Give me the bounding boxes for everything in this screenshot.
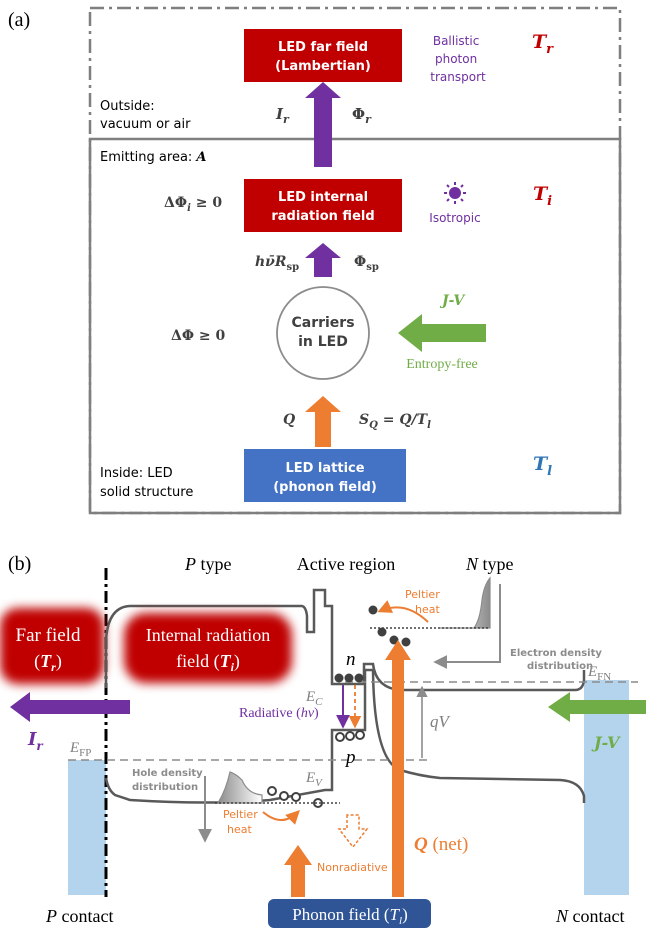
s-q-label: SQ = Q/Tl [359,412,431,431]
phonon-field-label: Phonon field (Tl) [292,905,407,927]
p-type-label: P type [184,554,232,574]
qv-label: qV [430,712,452,731]
jv-arrow-b [548,692,646,722]
i-r-label: Ir [275,105,290,126]
hole-density-label: Hole density distribution [132,768,206,793]
n-carrier-label: n [346,649,356,670]
radiative-label: Radiative (hν) [239,706,319,721]
far-field-line1: Far field [16,625,81,646]
efp-label: EFP [69,740,91,759]
p-contact-bar [68,760,106,895]
far-field-line2: (Tr) [34,651,62,674]
peltier-bottom-label: Peltier heat [223,808,261,836]
lattice-box-line1: LED lattice [285,461,364,476]
electron-density-shape [440,576,491,629]
isotropic-label: Isotropic [429,211,480,225]
p-carrier-label: p [344,747,356,768]
phonon-field-box [268,899,431,928]
spontaneous-flux-arrow [305,243,341,277]
i-r-arrow [10,692,130,722]
phi-sp-label: Φsp [354,254,379,273]
t-i-label: Ti [533,183,552,209]
efn-label: EFN [587,664,611,683]
i-r-label-b: Ir [27,729,44,753]
n-type-label: N type [465,554,514,574]
nonradiative-hollow-arrow [337,814,369,849]
panel-b-label: (b) [8,553,31,575]
outside-note: Outside: vacuum or air [100,99,191,132]
jv-label-b: J-V [591,733,621,752]
entropy-free-label: Entropy-free [406,357,478,372]
delta-phi-label: ΔΦ ≥ 0 [171,328,226,344]
internal-radiation-box [244,179,402,232]
carriers-line2: in LED [298,334,348,350]
far-field-blob [0,608,104,684]
internal-box-line2: radiation field [271,209,374,224]
conduction-band [104,588,586,692]
p-contact-label: P contact [45,906,113,926]
q-net-arrow [385,640,411,897]
heat-input-arrow [305,396,341,447]
n-contact-label: N contact [555,906,625,926]
electron-density-label: Electron density distribution [510,648,605,672]
ev-label: EV [305,770,323,789]
lattice-box-line2: (phonon field) [273,480,377,495]
emitting-area-label: Emitting area: A [100,150,207,165]
far-field-box-line1: LED far field [278,40,368,55]
ballistic-note: Ballistic photon transport [430,34,486,84]
t-l-label: Tl [533,453,552,479]
far-field-flux-arrow [305,82,341,167]
t-r-label: Tr [532,31,554,57]
isotropic-sun-icon [444,182,466,204]
emitting-area-frame [88,137,622,515]
phi-r-label: Φr [352,105,372,126]
n-contact-bar [584,680,629,895]
hole-dots [267,730,365,808]
far-field-box [244,29,402,82]
internal-field-line2: field (Ti) [176,651,240,674]
internal-field-line1: Internal radiation [146,625,270,645]
carriers-circle [276,286,370,380]
q-label-a: Q [283,412,295,428]
peltier-top-arrow [377,600,429,623]
electron-density-arrow [433,584,501,669]
inside-note: Inside: LED solid structure [100,466,193,500]
lattice-box [244,449,406,502]
delta-phi-i-label: ΔΦi ≥ 0 [164,195,222,214]
jv-label-a: J-V [439,293,466,309]
peltier-bottom-arrow [262,810,300,825]
h-r-sp-label: hν̄Rsp [255,254,299,273]
carriers-line1: Carriers [291,315,354,331]
hole-density-shape [216,771,263,804]
phonon-heat-arrow [284,845,312,897]
internal-radiation-blob [124,613,292,683]
jv-input-arrow [398,314,486,352]
far-field-box-line2: (Lambertian) [275,59,371,74]
internal-box-line1: LED internal [278,190,368,205]
electron-dots [334,605,411,683]
ec-label: EC [305,689,323,708]
panel-a-label: (a) [8,9,30,31]
q-net-label: Q (net) [414,834,468,855]
valence-band [104,668,586,804]
peltier-top-label: Peltier heat [405,588,443,616]
nonradiative-label: Nonradiative [317,861,388,874]
active-region-label: Active region [297,554,395,574]
